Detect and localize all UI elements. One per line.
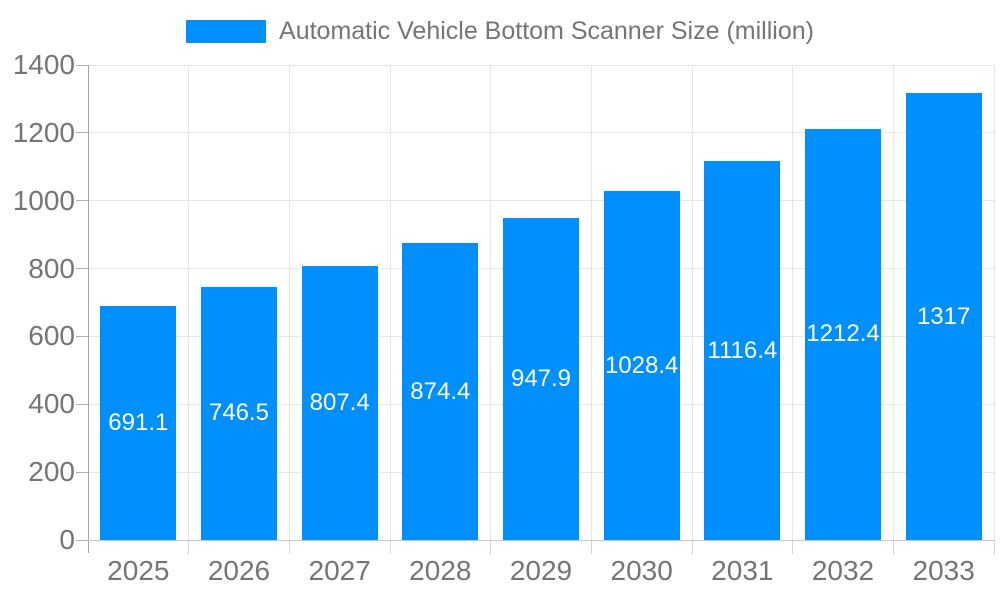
bar-value-label: 1116.4 [707,336,778,364]
x-axis-label: 2031 [711,555,774,586]
y-axis-line [87,65,89,553]
bar-value-label: 691.1 [108,408,169,436]
x-tick-mark [993,540,995,554]
x-axis-label: 2030 [610,555,673,586]
bar-value-label: 1317 [916,302,971,330]
y-tick-mark [76,539,88,541]
x-tick-mark [188,540,190,554]
x-tick-mark [389,540,391,554]
y-tick-mark [76,132,88,134]
y-axis-label: 1200 [12,116,75,148]
y-axis-label: 1400 [12,49,75,80]
y-tick-mark [76,403,88,405]
bar[interactable]: 947.9 [503,218,579,540]
y-tick-mark [76,335,88,337]
y-tick-mark [76,268,88,270]
legend-label: Automatic Vehicle Bottom Scanner Size (m… [279,17,814,45]
y-gridline [88,200,994,202]
x-tick-mark [288,540,290,554]
bar[interactable]: 746.5 [201,286,277,540]
x-axis-label: 2033 [912,555,975,586]
y-axis-label: 0 [59,524,75,555]
bar[interactable]: 1116.4 [704,161,781,540]
y-axis-label: 400 [28,388,75,420]
bar-value-label: 874.4 [410,377,471,405]
x-tick-mark [792,540,794,554]
x-gridline [490,65,492,540]
x-tick-mark [892,540,894,554]
x-axis-label: 2028 [409,555,472,586]
legend[interactable]: Automatic Vehicle Bottom Scanner Size (m… [0,16,1000,46]
x-gridline [389,65,391,540]
y-tick-mark [76,64,88,66]
x-gridline [993,65,995,540]
x-axis-label: 2032 [811,555,875,586]
y-axis-label: 200 [28,456,75,488]
bar-value-label: 746.5 [208,399,270,427]
x-tick-mark [490,540,492,554]
x-gridline [590,65,592,540]
legend-swatch [186,19,267,43]
bar[interactable]: 874.4 [402,243,479,540]
x-axis-label: 2025 [107,555,170,586]
x-axis-label: 2027 [308,555,371,586]
bar[interactable]: 1212.4 [805,128,881,540]
x-gridline [892,65,894,540]
y-tick-mark [76,471,88,473]
x-gridline [792,65,794,540]
bar-value-label: 947.9 [510,365,572,393]
x-gridline [288,65,290,540]
bar-value-label: 1212.4 [806,320,880,348]
bar[interactable]: 1028.4 [603,191,680,540]
x-gridline [691,65,693,540]
bar[interactable]: 1317 [905,93,982,540]
y-axis-label: 800 [28,252,75,284]
bar[interactable]: 691.1 [100,305,177,540]
x-axis-label: 2026 [207,555,271,586]
y-gridline [88,132,994,134]
bar-value-label: 807.4 [309,389,370,417]
y-gridline [88,64,994,66]
y-tick-mark [76,200,88,202]
bar-value-label: 1028.4 [604,351,679,379]
x-tick-mark [691,540,693,554]
x-axis-line [88,539,994,541]
bar[interactable]: 807.4 [301,266,378,540]
x-tick-mark [590,540,592,554]
y-axis-label: 600 [28,320,75,352]
y-axis-label: 1000 [12,184,75,216]
x-gridline [188,65,190,540]
x-axis-label: 2029 [509,555,573,586]
